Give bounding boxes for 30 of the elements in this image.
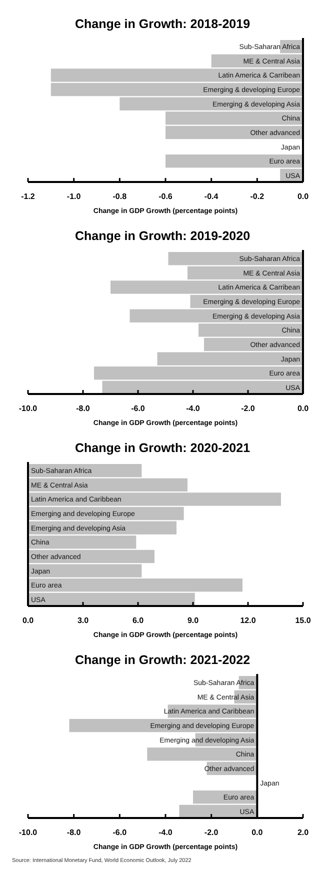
x-tick-label: 0.0 xyxy=(22,616,34,625)
x-tick-label: -6.0 xyxy=(131,404,146,413)
x-tick-label: -8.0 xyxy=(76,404,90,413)
x-tick-label: -0.6 xyxy=(158,192,173,201)
x-tick-label: -2.0 xyxy=(204,828,219,837)
x-tick-label: -10.0 xyxy=(18,828,38,837)
x-tick-label: -4.0 xyxy=(186,404,200,413)
x-tick-label: -1.0 xyxy=(66,192,82,201)
x-tick-label: 15.0 xyxy=(295,616,312,625)
chart-title: Change in Growth: 2018-2019 xyxy=(74,17,250,31)
chart-title: Change in Growth: 2021-2022 xyxy=(74,653,250,667)
x-tick-label: -1.2 xyxy=(21,192,36,201)
chart-title: Change in Growth: 2020-2021 xyxy=(74,441,250,455)
x-tick-label: 6.0 xyxy=(132,616,144,625)
x-tick-label: 0.0 xyxy=(297,404,310,413)
x-tick-label: 3.0 xyxy=(77,616,90,625)
x-tick-label: 2.0 xyxy=(297,828,310,837)
x-tick-label: -8.0 xyxy=(66,828,82,837)
x-tick-label: -0.2 xyxy=(250,192,265,201)
x-tick-label: 0.0 xyxy=(252,828,264,837)
x-tick-label: -10.0 xyxy=(18,404,38,413)
x-tick-label: -6.0 xyxy=(112,828,128,837)
chart-title: Change in Growth: 2019-2020 xyxy=(74,229,250,243)
x-tick-label: -0.4 xyxy=(204,192,219,201)
x-tick-label: 9.0 xyxy=(187,616,200,625)
x-tick-label: 12.0 xyxy=(240,616,256,625)
x-tick-label: -4.0 xyxy=(158,828,173,837)
x-tick-label: 0.0 xyxy=(297,192,310,201)
x-tick-label: -2.0 xyxy=(241,404,256,413)
x-tick-label: -0.8 xyxy=(112,192,128,201)
